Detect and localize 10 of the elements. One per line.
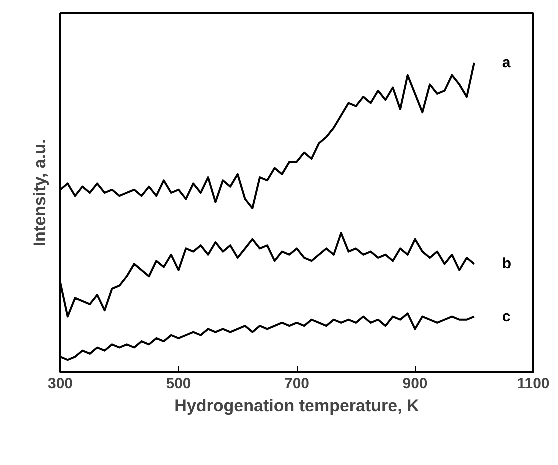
y-axis-title: Intensity, a.u.	[30, 139, 50, 247]
x-tick-label: 700	[284, 376, 310, 392]
series-label: a	[502, 54, 512, 72]
x-axis-title: Hydrogenation temperature, K	[174, 396, 420, 416]
x-tick-label: 500	[166, 376, 192, 392]
series-label: c	[502, 308, 511, 326]
x-tick-label: 900	[402, 376, 428, 392]
x-tick-label: 1100	[517, 376, 550, 392]
series-label: b	[502, 256, 512, 273]
x-tick-label: 300	[48, 376, 74, 392]
